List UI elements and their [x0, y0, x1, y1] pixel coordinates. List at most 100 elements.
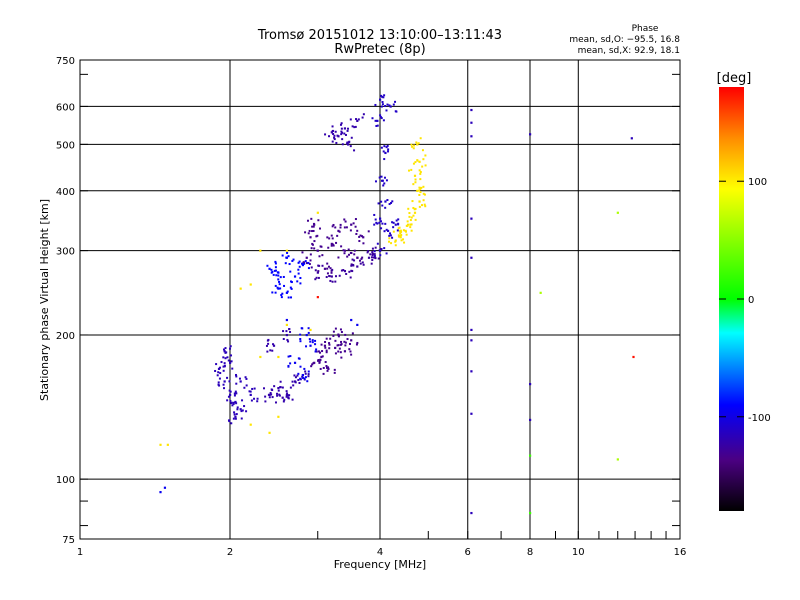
data-point — [344, 133, 347, 136]
data-point — [298, 357, 301, 360]
data-point — [301, 263, 305, 267]
data-point — [229, 347, 232, 350]
data-point — [245, 410, 248, 413]
stats-heading: Phase — [632, 24, 659, 34]
data-point — [407, 169, 410, 172]
data-point — [337, 135, 340, 138]
data-point — [372, 256, 375, 259]
data-point — [321, 254, 324, 257]
data-point — [239, 380, 242, 383]
data-point — [314, 343, 317, 346]
data-point — [405, 233, 408, 236]
data-point — [282, 338, 285, 341]
data-point — [309, 253, 312, 256]
data-point — [346, 142, 349, 145]
data-point — [222, 365, 225, 368]
data-point — [380, 179, 383, 182]
data-point — [322, 372, 325, 375]
data-point — [529, 511, 532, 515]
data-point — [379, 98, 382, 101]
data-point — [286, 338, 289, 341]
data-point — [274, 260, 277, 263]
data-point — [277, 389, 280, 392]
data-point — [309, 328, 312, 332]
data-point — [357, 118, 360, 121]
data-point — [383, 176, 386, 179]
data-point — [220, 361, 223, 364]
data-point — [418, 200, 421, 203]
data-point — [310, 247, 313, 250]
data-point — [268, 431, 271, 434]
data-point — [307, 370, 310, 373]
data-point — [312, 222, 315, 225]
data-point — [337, 335, 340, 338]
data-point — [382, 184, 385, 187]
data-point — [371, 247, 374, 250]
data-point — [380, 220, 383, 223]
data-point — [234, 415, 237, 418]
data-point — [312, 362, 315, 365]
data-point — [380, 175, 383, 178]
data-point — [408, 212, 411, 215]
data-point — [270, 388, 273, 391]
data-point — [274, 401, 277, 404]
data-point — [417, 142, 420, 145]
data-point — [351, 125, 354, 128]
data-point — [294, 381, 297, 384]
data-point — [231, 404, 234, 407]
data-point — [325, 276, 328, 279]
data-point — [241, 399, 244, 402]
data-point — [235, 413, 238, 416]
data-point — [356, 265, 359, 268]
data-point — [287, 255, 290, 258]
data-point — [325, 349, 328, 352]
data-point — [271, 349, 274, 352]
data-point — [402, 229, 405, 232]
data-point — [412, 183, 415, 186]
data-point — [299, 338, 302, 341]
data-point — [388, 104, 391, 107]
data-point — [343, 226, 346, 229]
data-point — [378, 176, 381, 179]
data-point — [278, 280, 281, 283]
data-point — [318, 360, 321, 363]
data-point — [340, 122, 343, 125]
data-point — [277, 278, 280, 281]
data-point — [418, 169, 421, 172]
data-point — [229, 393, 232, 397]
data-point — [343, 249, 347, 252]
data-point — [253, 397, 256, 400]
data-point — [385, 179, 388, 182]
data-point — [272, 273, 275, 276]
data-point — [391, 236, 394, 239]
data-point — [287, 340, 290, 343]
y-tick-label: 600 — [56, 102, 75, 113]
data-point — [223, 387, 226, 390]
data-point — [290, 281, 293, 284]
data-point — [418, 160, 421, 163]
data-point — [353, 253, 356, 256]
data-point — [266, 264, 269, 267]
data-point — [249, 283, 252, 286]
data-point — [374, 218, 377, 221]
data-point — [276, 286, 279, 289]
data-point — [264, 395, 267, 398]
data-point — [326, 369, 329, 372]
data-point — [373, 250, 376, 253]
data-point — [299, 340, 302, 343]
data-point — [340, 356, 343, 359]
data-point — [470, 511, 473, 515]
data-point — [334, 226, 337, 229]
data-point — [297, 261, 300, 264]
data-point — [280, 296, 283, 299]
data-point — [406, 224, 409, 227]
data-point — [306, 262, 309, 265]
data-point — [271, 291, 274, 294]
data-point — [403, 241, 406, 244]
data-point — [359, 259, 362, 262]
data-point — [311, 363, 314, 366]
data-point — [329, 279, 332, 282]
data-point — [336, 344, 339, 347]
data-point — [338, 274, 341, 277]
data-point — [355, 118, 358, 121]
